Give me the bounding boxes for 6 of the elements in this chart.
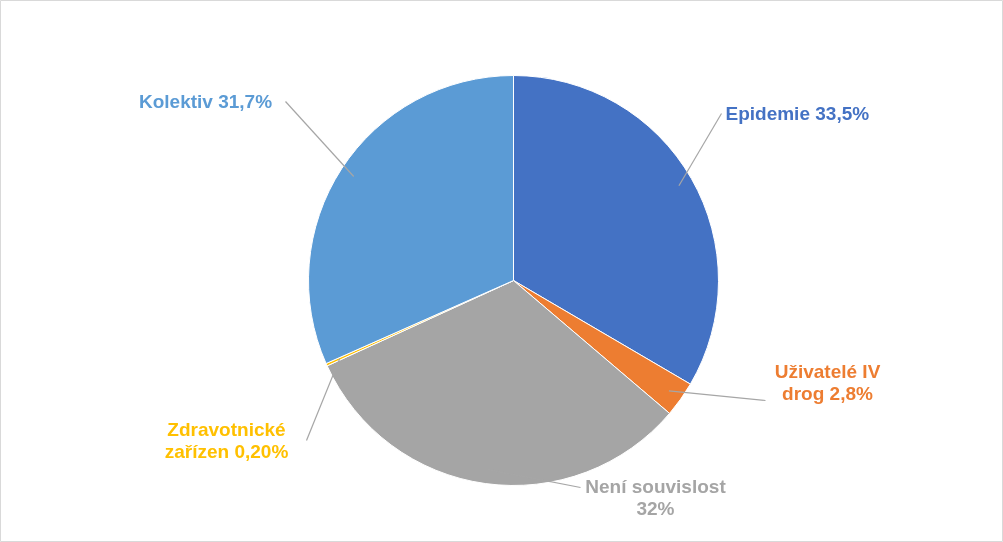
data-label: 32% <box>636 498 675 519</box>
slice-label: Není souvislost <box>585 476 727 497</box>
slice-label: Uživatelé IV drog 2,8% <box>774 361 881 404</box>
slice-label: Epidemie 33,5% <box>725 103 870 124</box>
slice-label: Kolektiv 31,7% <box>138 91 273 112</box>
slice-label: Zdravotnické zařízen 0,20% <box>164 419 289 462</box>
